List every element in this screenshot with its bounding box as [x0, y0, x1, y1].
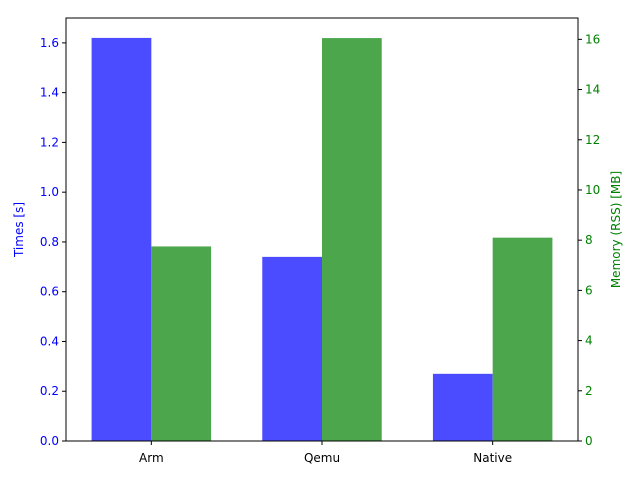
right-tick-label: 4: [585, 334, 593, 348]
memory-bar-native: [492, 237, 553, 441]
bars-layer: [91, 37, 553, 442]
times-bar-qemu: [262, 256, 322, 441]
left-tick-label: 0.2: [40, 384, 59, 398]
x-tick-label: Arm: [139, 451, 164, 465]
left-axis-label: Times [s]: [12, 202, 26, 258]
x-tick-label: Native: [473, 451, 512, 465]
x-tick-label: Qemu: [304, 451, 340, 465]
memory-bar-qemu: [322, 38, 382, 442]
right-tick-label: 10: [585, 183, 600, 197]
left-tick-label: 1.6: [40, 36, 59, 50]
left-tick-label: 0.8: [40, 235, 59, 249]
times-bar-arm: [91, 37, 152, 441]
left-tick-label: 0.4: [40, 334, 59, 348]
right-tick-label: 8: [585, 233, 593, 247]
left-tick-label: 1.2: [40, 135, 59, 149]
right-tick-label: 16: [585, 32, 600, 46]
left-tick-label: 0.6: [40, 285, 59, 299]
right-tick-label: 6: [585, 283, 593, 297]
right-tick-label: 14: [585, 83, 600, 97]
right-tick-label: 0: [585, 434, 593, 448]
right-axis-label: Memory (RSS) [MB]: [609, 171, 623, 288]
left-tick-label: 0.0: [40, 434, 59, 448]
left-tick-label: 1.0: [40, 185, 59, 199]
right-tick-label: 2: [585, 384, 593, 398]
times-bar-native: [432, 373, 493, 441]
left-tick-label: 1.4: [40, 86, 59, 100]
right-tick-label: 12: [585, 133, 600, 147]
left-y-axis: 0.0 0.2 0.4 0.6 0.8 1.0 1.2 1.4 1.6: [40, 36, 66, 448]
x-axis: Arm Qemu Native: [139, 441, 512, 465]
memory-bar-arm: [151, 246, 212, 441]
right-y-axis: 0 2 4 6 8 10 12 14 16: [578, 32, 600, 448]
